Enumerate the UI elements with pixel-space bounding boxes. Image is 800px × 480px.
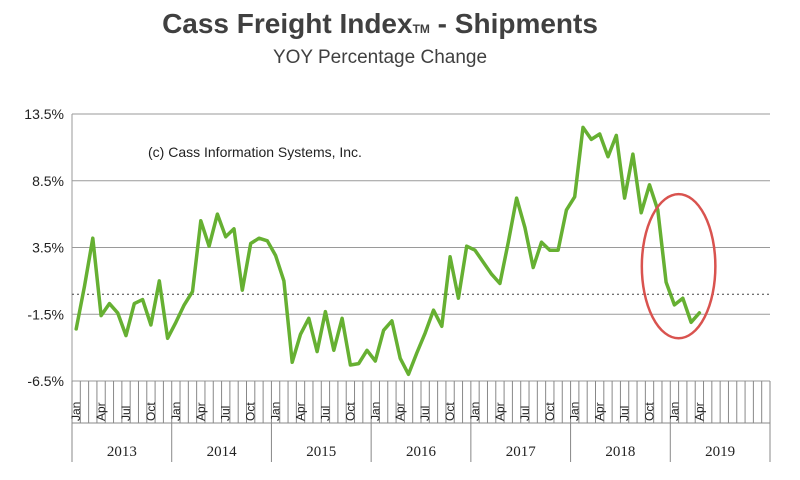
x-tick-label: Apr xyxy=(294,402,308,421)
chart-title-suffix: - Shipments xyxy=(430,8,598,39)
y-tick-label: 3.5% xyxy=(32,240,64,256)
x-tick-label: Jul xyxy=(318,406,332,421)
year-label: 2017 xyxy=(506,444,537,460)
x-tick-label: Oct xyxy=(244,402,258,421)
x-tick-label: Oct xyxy=(443,402,457,421)
x-tick-label: Jul xyxy=(219,406,233,421)
year-label: 2013 xyxy=(107,444,137,460)
y-tick-label: 13.5% xyxy=(24,106,64,122)
x-tick-label: Oct xyxy=(543,402,557,421)
x-tick-label: Jul xyxy=(518,406,532,421)
x-tick-label: Apr xyxy=(393,402,407,421)
x-tick-label: Oct xyxy=(343,402,357,421)
year-label: 2015 xyxy=(306,444,336,460)
y-tick-label: -1.5% xyxy=(27,306,64,322)
chart-title-main: Cass Freight Index xyxy=(162,8,413,39)
x-tick-label: Jul xyxy=(418,406,432,421)
x-tick-label: Jan xyxy=(269,402,283,421)
x-tick-label: Jan xyxy=(568,402,582,421)
x-tick-label: Jul xyxy=(618,406,632,421)
plot-area: 13.5% 8.5% 3.5% -1.5% -6.5% Jan Apr Jul Oct 2013 J… xyxy=(24,106,771,462)
chart-subtitle: YOY Percentage Change xyxy=(273,47,487,68)
year-label: 2014 xyxy=(207,444,238,460)
copyright-annotation: (c) Cass Information Systems, Inc. xyxy=(148,144,362,160)
highlight-circle xyxy=(640,192,717,340)
x-tick-label: Apr xyxy=(94,402,108,421)
series-line xyxy=(74,125,702,377)
x-tick-label: Jan xyxy=(468,402,482,421)
x-tick-label: Apr xyxy=(194,402,208,421)
year-label: 2019 xyxy=(705,444,735,460)
chart-title-trademark: TM xyxy=(413,22,430,36)
year-label: 2016 xyxy=(406,444,437,460)
x-tick-label: Jan xyxy=(69,402,83,421)
x-tick-label: Oct xyxy=(144,402,158,421)
x-tick-label: Jan xyxy=(368,402,382,421)
x-tick-label: Apr xyxy=(692,402,706,421)
x-tick-label: Apr xyxy=(493,402,507,421)
x-tick-label: Jan xyxy=(169,402,183,421)
x-tick-label: Oct xyxy=(643,402,657,421)
x-tick-label: Apr xyxy=(593,402,607,421)
y-tick-label: -6.5% xyxy=(27,373,64,389)
year-label: 2018 xyxy=(605,444,635,460)
x-tick-label: Jul xyxy=(119,406,133,421)
chart-title: Cass Freight IndexTM - Shipments xyxy=(162,8,598,39)
y-tick-label: 8.5% xyxy=(32,173,64,189)
x-tick-label: Jan xyxy=(667,402,681,421)
